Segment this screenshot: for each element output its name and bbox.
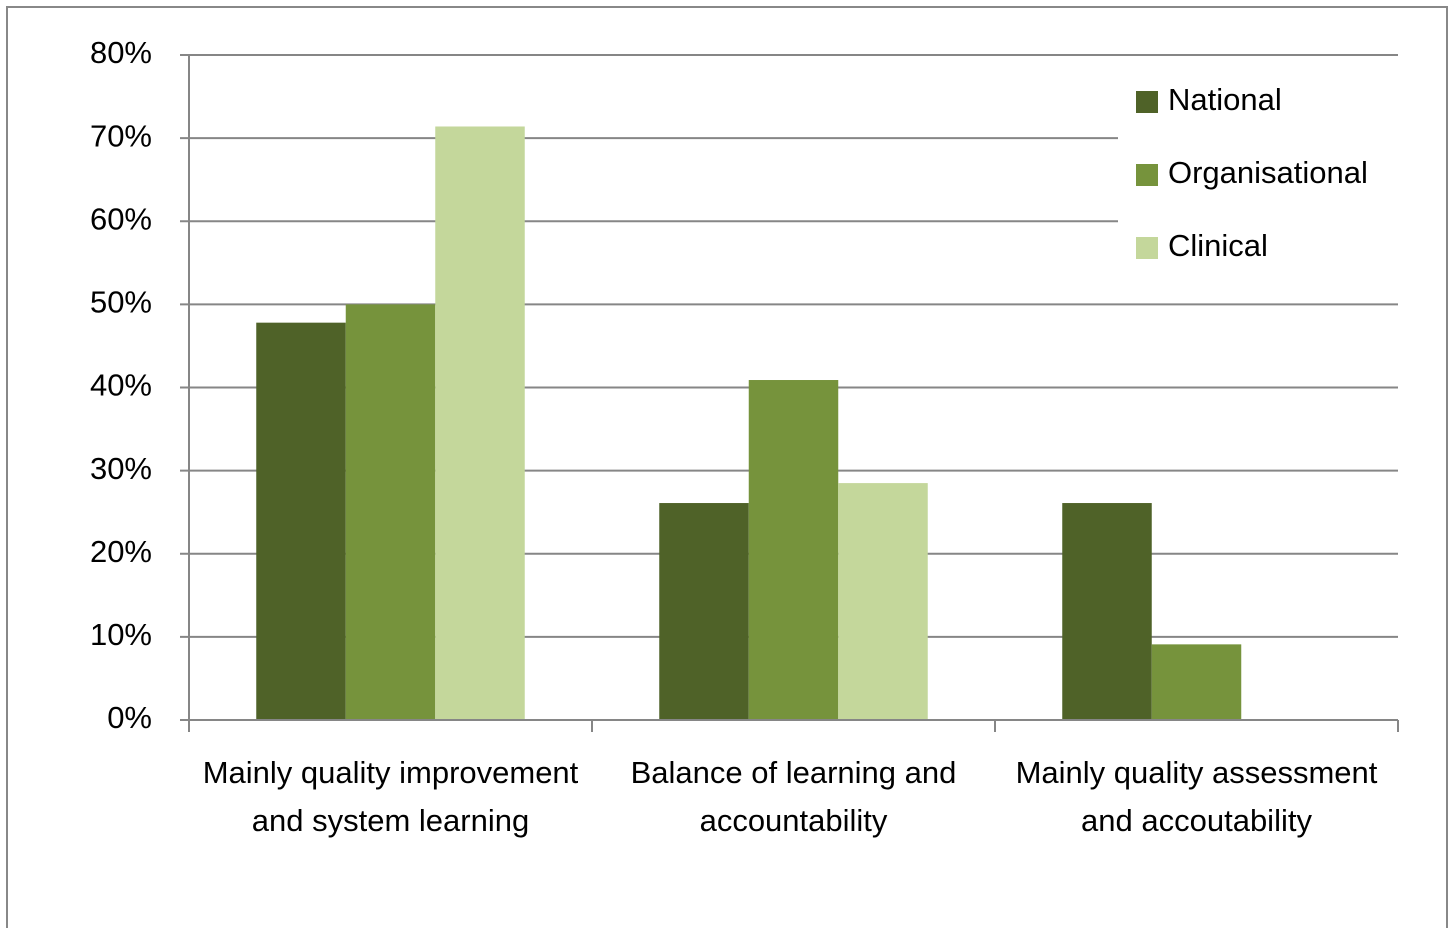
bar: [659, 503, 749, 720]
bar: [345, 304, 436, 720]
legend-swatch: [1136, 237, 1158, 259]
bar: [1151, 644, 1242, 720]
y-tick-label: 30%: [90, 451, 152, 486]
legend-label: Organisational: [1168, 155, 1368, 190]
bar: [435, 126, 525, 721]
bar: [838, 483, 928, 720]
legend-label: National: [1168, 82, 1282, 117]
y-tick-label: 0%: [107, 700, 152, 735]
bar: [748, 380, 839, 720]
y-tick-label: 10%: [90, 617, 152, 652]
bar: [1062, 503, 1152, 720]
x-tick-label: Balance of learning and accountability: [630, 755, 957, 838]
y-tick-label: 60%: [90, 201, 152, 236]
legend-swatch: [1136, 164, 1158, 186]
chart-frame: [6, 6, 1448, 928]
legend-label: Clinical: [1168, 228, 1268, 263]
y-tick-label: 20%: [90, 534, 152, 569]
legend-swatch: [1136, 91, 1158, 113]
x-tick-label: Mainly quality assessment and accoutabil…: [1015, 755, 1378, 838]
x-tick-label: Mainly quality improvement and system le…: [202, 755, 579, 838]
bar: [256, 322, 346, 720]
y-tick-label: 50%: [90, 285, 152, 320]
y-tick-label: 70%: [90, 118, 152, 153]
legend-box: [1118, 75, 1403, 275]
y-tick-label: 80%: [90, 35, 152, 70]
y-tick-label: 40%: [90, 368, 152, 403]
